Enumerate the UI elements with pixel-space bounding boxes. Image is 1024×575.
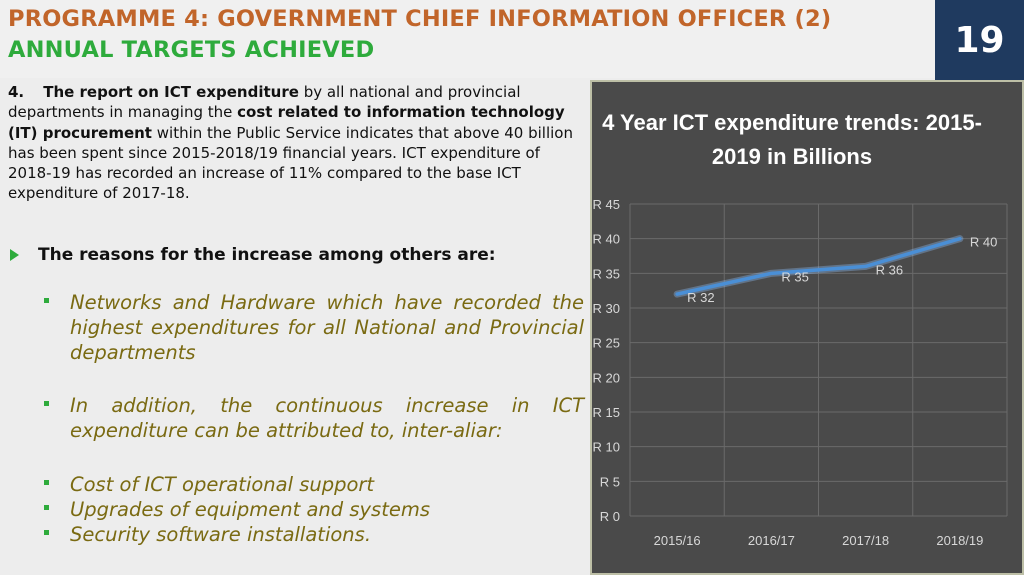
paragraph-text-1: by all national and provincial departmen… [8,83,521,122]
slide-subtitle: ANNUAL TARGETS ACHIEVED [8,37,375,63]
data-point [864,264,868,268]
y-tick-label: R 0 [600,509,620,524]
expenditure-chart: 4 Year ICT expenditure trends: 2015-2019… [590,80,1024,575]
square-bullet-icon [44,480,49,485]
series-line [675,236,962,296]
y-tick-label: R 20 [593,370,620,385]
paragraph-text-2: within the Public Service indicates that… [8,123,573,203]
data-point [769,271,773,275]
square-bullet-icon [44,530,49,535]
arrow-bullet-icon [10,249,19,261]
paragraph-bold-lead: The report on ICT expenditure [43,83,299,101]
x-tick-label: 2015/16 [654,533,701,548]
reasons-heading: The reasons for the increase among other… [8,245,578,265]
list-item: Upgrades of equipment and systems [44,497,584,522]
y-tick-label: R 5 [600,474,620,489]
data-label: R 40 [970,235,997,250]
data-point [958,237,962,241]
y-tick-label: R 35 [593,266,620,281]
data-label: R 32 [687,290,714,305]
data-label: R 35 [781,269,808,284]
list-item: Networks and Hardware which have recorde… [44,290,584,365]
report-paragraph: 4. The report on ICT expenditure by all … [8,82,578,204]
list-item: Security software installations. [44,522,584,547]
y-tick-label: R 10 [593,440,620,455]
y-tick-label: R 15 [593,405,620,420]
data-label: R 36 [876,262,903,277]
data-point [675,292,679,296]
list-item-text: Security software installations. [70,523,372,546]
list-item: Cost of ICT operational support [44,472,584,497]
list-item-text: Cost of ICT operational support [70,473,375,496]
page-number: 19 [935,0,1024,80]
square-bullet-icon [44,505,49,510]
x-tick-label: 2016/17 [748,533,795,548]
chart-canvas: R 0 R 5 R 10 R 15 R 20 R 25 R 30 R 35 R 40 R 45 20… [593,197,1008,548]
x-tick-label: 2017/18 [842,533,889,548]
square-bullet-icon [44,401,49,406]
chart-title: 4 Year ICT expenditure trends: 2015-2019… [602,110,982,169]
list-item: In addition, the continuous increase in … [44,393,584,443]
paragraph-number: 4. [8,83,25,101]
reasons-heading-text: The reasons for the increase among other… [38,245,496,265]
reasons-list: Networks and Hardware which have recorde… [44,290,584,547]
y-tick-label: R 45 [593,197,620,212]
list-item-text: Networks and Hardware which have recorde… [70,291,584,364]
y-tick-label: R 25 [593,336,620,351]
paragraph-bold-cost: cost related to information technology (… [8,103,565,142]
y-tick-label: R 30 [593,301,620,316]
y-tick-label: R 40 [593,232,620,247]
x-tick-label: 2018/19 [936,533,983,548]
list-item-text: Upgrades of equipment and systems [70,498,430,521]
square-bullet-icon [44,298,49,303]
slide-header: PROGRAMME 4: GOVERNMENT CHIEF INFORMATIO… [0,0,935,78]
slide-title: PROGRAMME 4: GOVERNMENT CHIEF INFORMATIO… [8,6,832,32]
list-item-text: In addition, the continuous increase in … [70,394,584,442]
